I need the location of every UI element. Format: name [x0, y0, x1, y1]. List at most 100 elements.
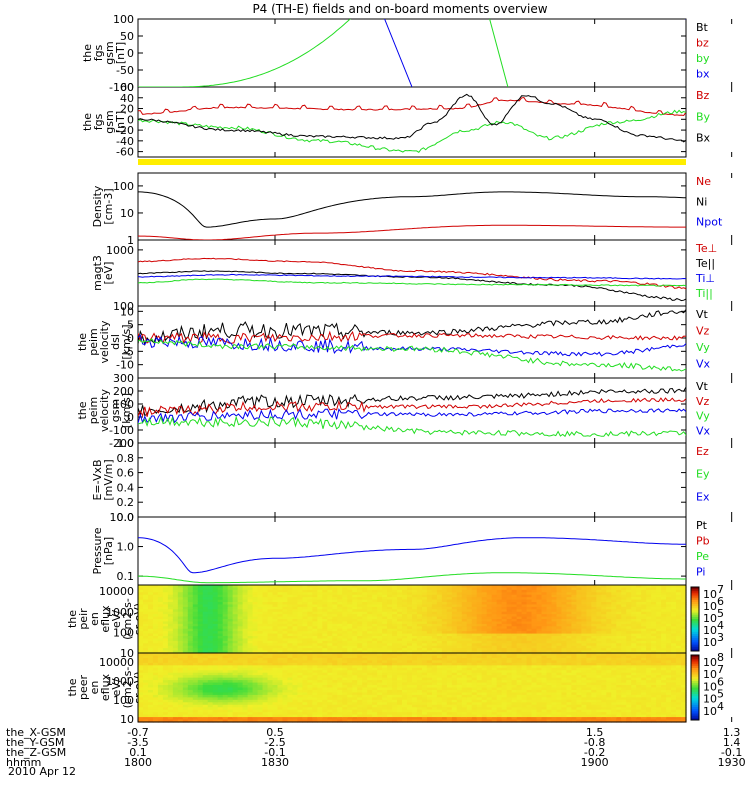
p9-cell — [307, 628, 313, 632]
p9-cell — [436, 645, 443, 649]
p10-cell — [287, 675, 294, 679]
p9-cell — [441, 585, 448, 589]
p9-cell — [227, 623, 234, 627]
p9-cell — [257, 614, 264, 618]
p9-cell — [222, 599, 229, 603]
p10-cell — [207, 680, 214, 684]
p9-cell — [461, 631, 468, 635]
p9-cell — [501, 636, 508, 640]
p10-cell — [312, 672, 318, 676]
p9-cell — [217, 597, 224, 601]
p9-cell — [362, 589, 368, 593]
p10-cell — [217, 660, 224, 664]
p10-cell — [222, 707, 229, 711]
p9-cell — [312, 619, 318, 623]
p9-cell — [307, 589, 313, 593]
p9-cell — [441, 604, 448, 608]
p10-cell — [302, 692, 308, 696]
p9-cell — [476, 604, 483, 608]
p10-cell — [342, 707, 348, 711]
p9-cell — [646, 633, 652, 637]
p9-cell — [431, 638, 438, 642]
p10-cell — [392, 702, 398, 706]
p9-cell — [197, 631, 204, 635]
p9-cell — [247, 587, 254, 591]
p9-cell — [287, 623, 294, 627]
p9-cell — [556, 594, 563, 598]
p9-cell — [631, 592, 637, 596]
p9-cell — [262, 619, 269, 623]
p9-cell — [372, 633, 378, 637]
p9-cell — [222, 648, 229, 652]
p9-cell — [232, 589, 239, 593]
p10-cell — [192, 689, 199, 694]
p9-cell — [207, 604, 214, 608]
p10-cell — [416, 670, 423, 674]
p9-cell — [277, 621, 284, 625]
p9-cell — [676, 611, 682, 615]
p9-cell — [142, 599, 149, 603]
p10-cell — [182, 672, 189, 676]
p10-cell — [152, 709, 159, 713]
p9-cell — [426, 628, 433, 632]
p9-cell — [426, 604, 433, 608]
p9-cell — [681, 619, 687, 623]
p9-cell — [496, 636, 503, 640]
p9-cell — [576, 648, 582, 652]
p9-cell — [372, 616, 378, 620]
p9-cell — [407, 592, 413, 596]
p10-cell — [167, 657, 174, 661]
p10-cell — [172, 657, 179, 661]
p9-cell — [416, 597, 423, 601]
p9-cell — [531, 597, 538, 601]
p9-cell — [556, 587, 563, 591]
p9-cell — [461, 611, 468, 615]
p9-cell — [551, 585, 558, 589]
p9-cell — [252, 585, 259, 589]
p9-cell — [566, 650, 573, 654]
p9-cell — [342, 636, 348, 640]
p10-cell — [307, 667, 313, 671]
p10-cell — [222, 677, 229, 681]
p9-cell — [232, 616, 239, 620]
p10-cell — [262, 692, 269, 696]
p9-cell — [172, 638, 179, 642]
p6-legend-Vy: Vy — [696, 410, 710, 423]
p9-cell — [342, 633, 348, 637]
p10-cell — [322, 675, 328, 679]
p9-cell — [217, 648, 224, 652]
p10-cell — [172, 667, 179, 671]
p9-cell — [451, 631, 458, 635]
p9-cell — [581, 650, 587, 654]
p9-cell — [212, 626, 219, 630]
p9-cell — [407, 611, 413, 615]
p10-cell — [212, 712, 219, 716]
p9-cell — [436, 594, 443, 598]
p9-cell — [357, 585, 363, 589]
p9-cell — [147, 645, 154, 649]
p9-cell — [402, 609, 408, 613]
p10-cell — [252, 662, 259, 666]
p9-cell — [192, 638, 199, 642]
p9-cell — [138, 602, 144, 606]
p9-cell — [576, 636, 582, 640]
p9-cell — [546, 606, 553, 610]
p6-legend-Vx: Vx — [696, 424, 711, 437]
p5-ytick-label: 5 — [127, 319, 134, 332]
p9-cell — [521, 592, 528, 596]
p10-cell — [407, 655, 413, 659]
p9-cell — [162, 597, 169, 601]
p9-cell — [362, 643, 368, 647]
p9-cell — [546, 621, 553, 625]
p10-cell — [352, 714, 358, 718]
p9-cell — [631, 631, 637, 635]
p9-cell — [481, 633, 488, 637]
p9-cell — [531, 626, 538, 630]
p9-cell — [222, 609, 229, 613]
p9-cell — [272, 599, 279, 603]
p9-cell — [252, 594, 259, 598]
p10-cell — [337, 655, 343, 659]
p9-cell — [541, 609, 548, 613]
p9-cell — [441, 599, 448, 603]
p9-cell — [521, 597, 528, 601]
